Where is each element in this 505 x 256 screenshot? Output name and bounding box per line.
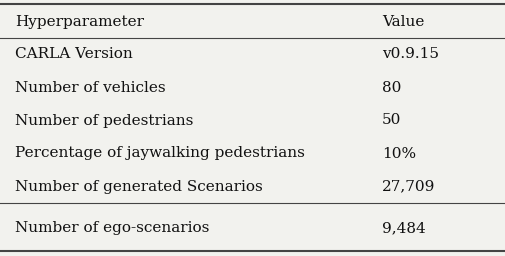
Text: 10%: 10% [381, 146, 415, 161]
Text: 27,709: 27,709 [381, 179, 434, 194]
Text: Percentage of jaywalking pedestrians: Percentage of jaywalking pedestrians [15, 146, 305, 161]
Text: Number of generated Scenarios: Number of generated Scenarios [15, 179, 263, 194]
Text: Number of ego-scenarios: Number of ego-scenarios [15, 221, 209, 235]
Text: 9,484: 9,484 [381, 221, 425, 235]
Text: Hyperparameter: Hyperparameter [15, 15, 144, 29]
Text: Value: Value [381, 15, 424, 29]
Text: CARLA Version: CARLA Version [15, 48, 133, 61]
Text: Number of vehicles: Number of vehicles [15, 80, 166, 94]
Text: 80: 80 [381, 80, 400, 94]
Text: 50: 50 [381, 113, 400, 127]
Text: Number of pedestrians: Number of pedestrians [15, 113, 193, 127]
Text: v0.9.15: v0.9.15 [381, 48, 438, 61]
